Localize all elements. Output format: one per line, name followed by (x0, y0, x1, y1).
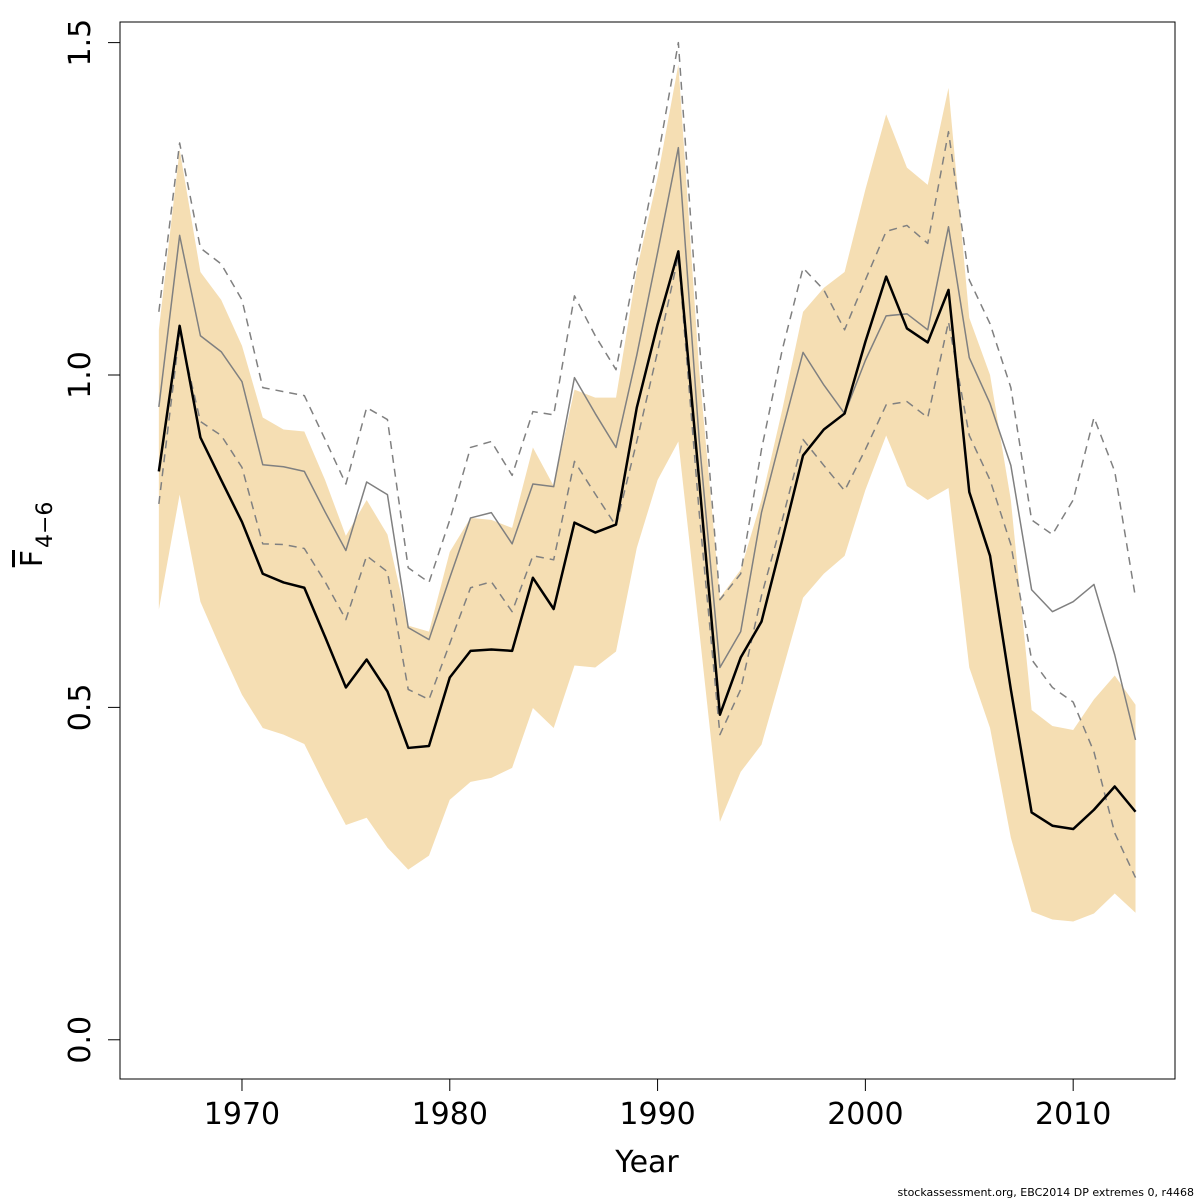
y-tick-label: 1.0 (63, 351, 98, 399)
x-tick-label: 1970 (204, 1097, 280, 1132)
x-tick-label: 2010 (1035, 1097, 1111, 1132)
y-label-main: F (15, 550, 50, 567)
y-label-subscript: 4−6 (33, 502, 58, 548)
y-tick-label-group: 1.0 (63, 351, 98, 399)
x-tick-label: 1980 (412, 1097, 488, 1132)
x-tick-label: 2000 (827, 1097, 903, 1132)
x-tick-label: 1990 (619, 1097, 695, 1132)
y-tick-label: 1.5 (63, 19, 98, 67)
footer: stockassessment.org, EBC2014 DP extremes… (898, 1186, 1194, 1199)
y-axis-label: F 4−6 (15, 502, 58, 568)
confidence-band (158, 64, 1136, 922)
x-axis-label: Year (614, 1145, 679, 1180)
y-tick-label-group: 0.5 (63, 684, 98, 732)
y-tick-label-group: 1.5 (63, 19, 98, 67)
y-tick-label-group: 0.0 (63, 1016, 98, 1064)
series-line (157, 250, 1137, 831)
y-tick-label: 0.0 (63, 1016, 98, 1064)
y-tick-label: 0.5 (63, 684, 98, 732)
series-line (158, 255, 1137, 878)
series-line (158, 146, 1137, 741)
